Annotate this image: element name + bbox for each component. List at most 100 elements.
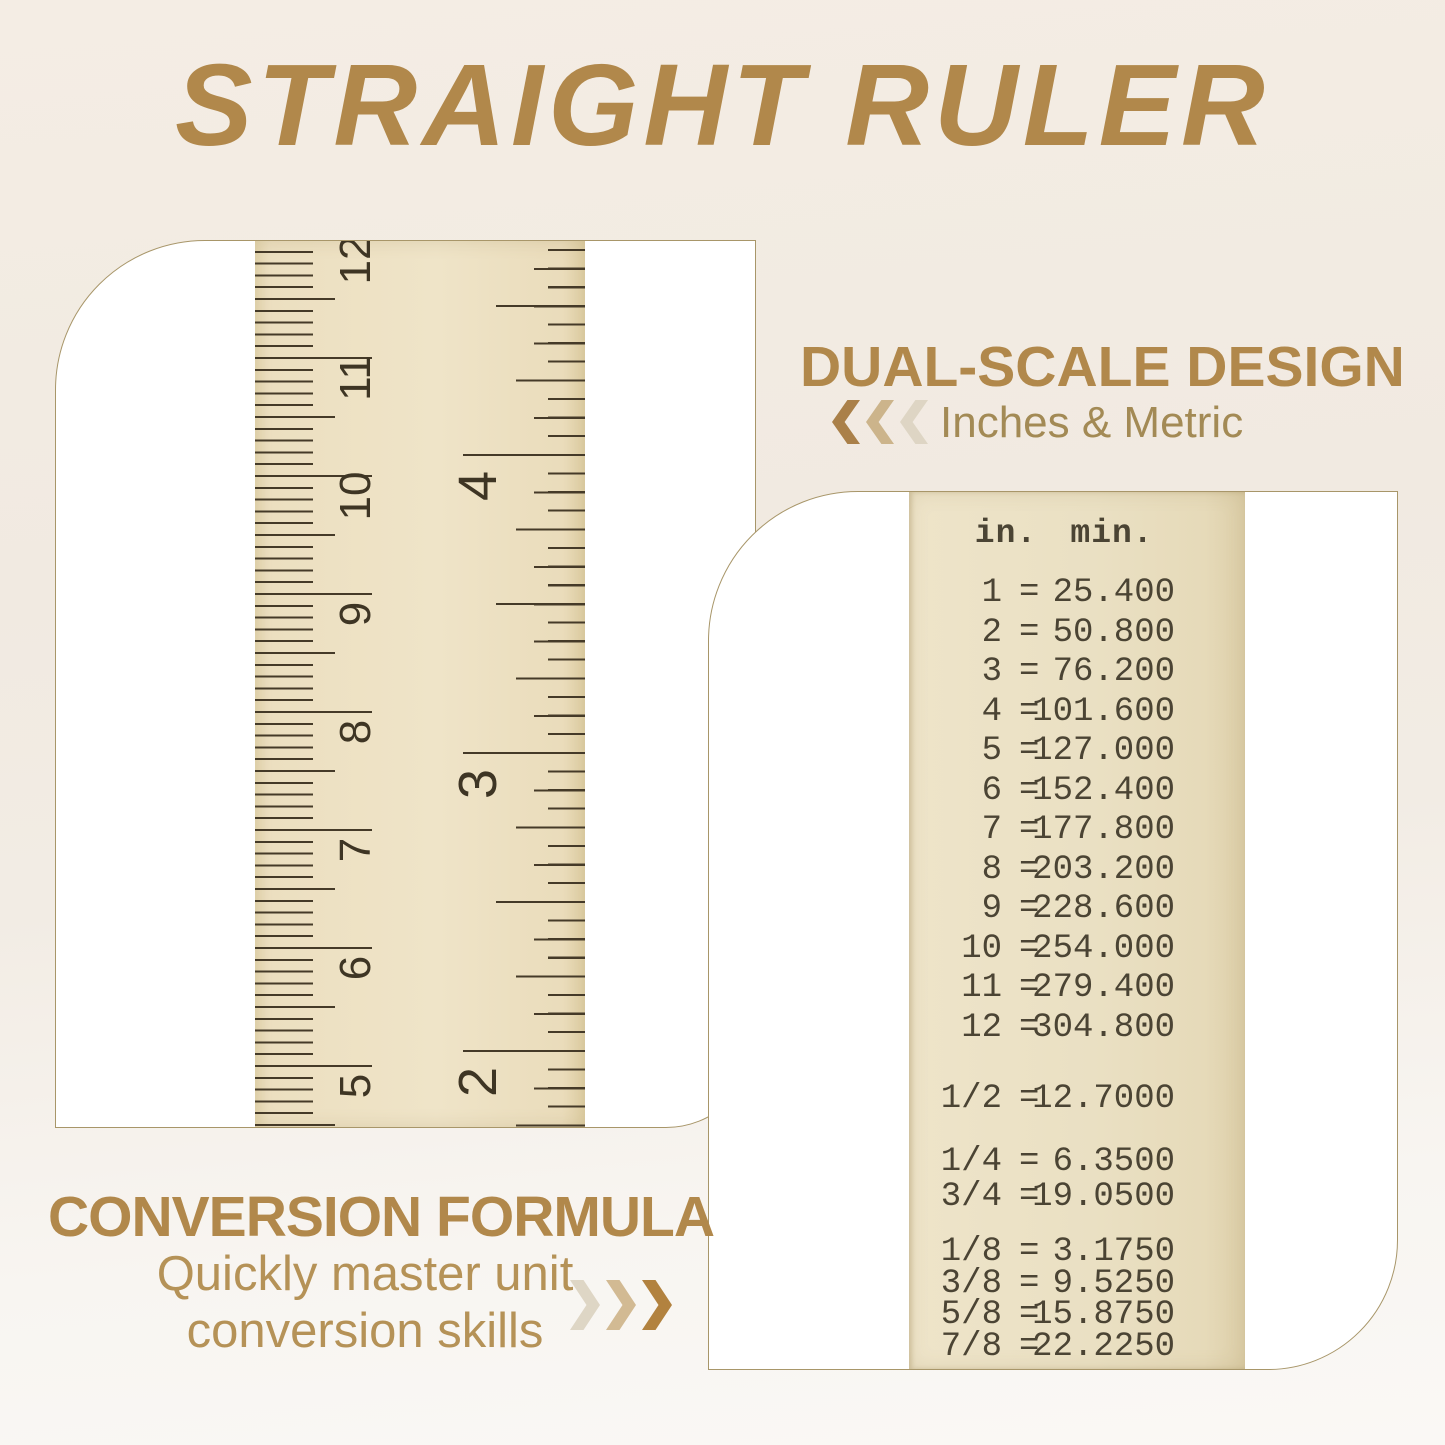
equals-sign: =	[1019, 574, 1040, 612]
table-row: 3/8 = 9.5250	[909, 1265, 1245, 1305]
mm-value: 15.8750	[1032, 1296, 1175, 1335]
table-row: 11 = 279.400	[909, 969, 1245, 1009]
inch-value: 10	[961, 929, 1002, 968]
table-row: 8 = 203.200	[909, 851, 1245, 891]
inch-value: 7	[981, 811, 1002, 849]
equals-sign: =	[1019, 1264, 1040, 1303]
cm-label: 8	[331, 719, 380, 745]
cm-label: 5	[331, 1073, 380, 1099]
cm-label: 9	[331, 601, 380, 627]
mm-value: 127.000	[1032, 732, 1175, 770]
conversion-table-card: in. min. 1 = 25.400 2 = 50.800 3 = 76.200 4 = 101.6…	[708, 491, 1398, 1370]
mm-value: 6.3500	[1052, 1143, 1175, 1181]
ruler-inch-ticks	[463, 454, 585, 1127]
mm-value: 22.2250	[1032, 1328, 1175, 1367]
inch-value: 1	[981, 574, 1002, 612]
equals-sign: =	[1019, 692, 1040, 731]
cm-label: 12	[331, 240, 380, 285]
equals-sign: =	[1019, 890, 1040, 928]
table-row: 4 = 101.600	[909, 693, 1245, 733]
table-header-inches: in.	[974, 515, 1038, 552]
mm-value: 228.600	[1032, 890, 1175, 928]
ruler-photo-card: 12 11 10 9 8 7 6 5 4 3 2	[55, 240, 756, 1128]
table-row: 9 = 228.600	[909, 890, 1245, 930]
conversion-table-photo: in. min. 1 = 25.400 2 = 50.800 3 = 76.200 4 = 101.6…	[909, 492, 1245, 1369]
table-row: 3/4 = 19.0500	[909, 1178, 1245, 1218]
mm-value: 203.200	[1032, 850, 1175, 889]
mm-value: 12.7000	[1032, 1080, 1175, 1118]
inch-value: 2	[981, 613, 1002, 652]
equals-sign: =	[1019, 613, 1040, 652]
mm-value: 254.000	[1032, 929, 1175, 968]
table-row: 7 = 177.800	[909, 811, 1245, 851]
mm-value: 9.5250	[1052, 1264, 1175, 1303]
inch-value: 5/8	[940, 1296, 1002, 1335]
chevron-right-icon	[606, 1280, 636, 1330]
mm-value: 19.0500	[1032, 1178, 1175, 1216]
equals-sign: =	[1019, 811, 1040, 849]
cm-label: 11	[331, 355, 380, 401]
table-row: 1/8 = 3.1750	[909, 1233, 1245, 1273]
inch-value: 12	[961, 1008, 1002, 1047]
table-row: 12 = 304.800	[909, 1009, 1245, 1049]
table-row: 5 = 127.000	[909, 732, 1245, 772]
inch-label: 3	[448, 768, 508, 800]
table-row: 10 = 254.000	[909, 930, 1245, 970]
equals-sign: =	[1019, 771, 1040, 810]
table-header-mm: min.	[1070, 515, 1154, 552]
cm-label: 6	[331, 955, 380, 981]
chevron-right-icon	[642, 1280, 672, 1330]
equals-sign: =	[1019, 1296, 1040, 1335]
inch-value: 9	[981, 890, 1002, 928]
ruler-photo: 12 11 10 9 8 7 6 5 4 3 2	[255, 241, 585, 1127]
table-row: 7/8 = 22.2250	[909, 1328, 1245, 1368]
equals-sign: =	[1019, 1178, 1040, 1216]
inch-value: 5	[981, 732, 1002, 770]
mm-value: 3.1750	[1052, 1233, 1175, 1271]
equals-sign: =	[1019, 653, 1040, 691]
equals-sign: =	[1019, 1233, 1040, 1271]
chevron-left-icon	[866, 400, 894, 444]
inch-value: 1/4	[940, 1143, 1002, 1181]
ruler-cm-ticks	[255, 241, 372, 1127]
chevron-left-icon	[832, 400, 860, 444]
conversion-formula-subtitle: Quickly master unit conversion skills	[130, 1246, 600, 1360]
chevron-left-icon	[900, 400, 928, 444]
equals-sign: =	[1019, 969, 1040, 1007]
equals-sign: =	[1019, 732, 1040, 770]
table-row: 1 = 25.400	[909, 574, 1245, 614]
mm-value: 50.800	[1052, 613, 1175, 652]
table-row: 3 = 76.200	[909, 653, 1245, 693]
subtitle-line-1: Quickly master unit	[156, 1247, 574, 1301]
dual-scale-subheading: Inches & Metric	[940, 398, 1244, 447]
inch-value: 1/2	[940, 1080, 1002, 1118]
mm-value: 101.600	[1032, 692, 1175, 731]
mm-value: 152.400	[1032, 771, 1175, 810]
inch-value: 11	[961, 969, 1002, 1007]
table-row: 2 = 50.800	[909, 614, 1245, 654]
mm-value: 76.200	[1052, 653, 1175, 691]
mm-value: 177.800	[1032, 811, 1175, 849]
inch-value: 3/4	[940, 1178, 1002, 1216]
table-row: 1/4 = 6.3500	[909, 1143, 1245, 1183]
equals-sign: =	[1019, 1080, 1040, 1118]
table-row: 5/8 = 15.8750	[909, 1296, 1245, 1336]
dual-scale-heading: DUAL-SCALE DESIGN	[800, 335, 1405, 399]
inch-value: 1/8	[940, 1233, 1002, 1271]
mm-value: 279.400	[1032, 969, 1175, 1007]
equals-sign: =	[1019, 929, 1040, 968]
inch-label: 2	[448, 1066, 508, 1098]
table-row: 6 = 152.400	[909, 772, 1245, 812]
page-title: STRAIGHT RULER	[175, 40, 1270, 170]
cm-label: 7	[331, 837, 380, 863]
equals-sign: =	[1019, 1328, 1040, 1367]
inch-value: 3/8	[940, 1264, 1002, 1303]
conversion-formula-heading: CONVERSION FORMULA	[48, 1185, 715, 1249]
cm-label: 10	[331, 471, 380, 521]
inch-value: 6	[981, 771, 1002, 810]
inch-value: 4	[981, 692, 1002, 731]
equals-sign: =	[1019, 850, 1040, 889]
inch-value: 8	[981, 850, 1002, 889]
inch-value: 3	[981, 653, 1002, 691]
